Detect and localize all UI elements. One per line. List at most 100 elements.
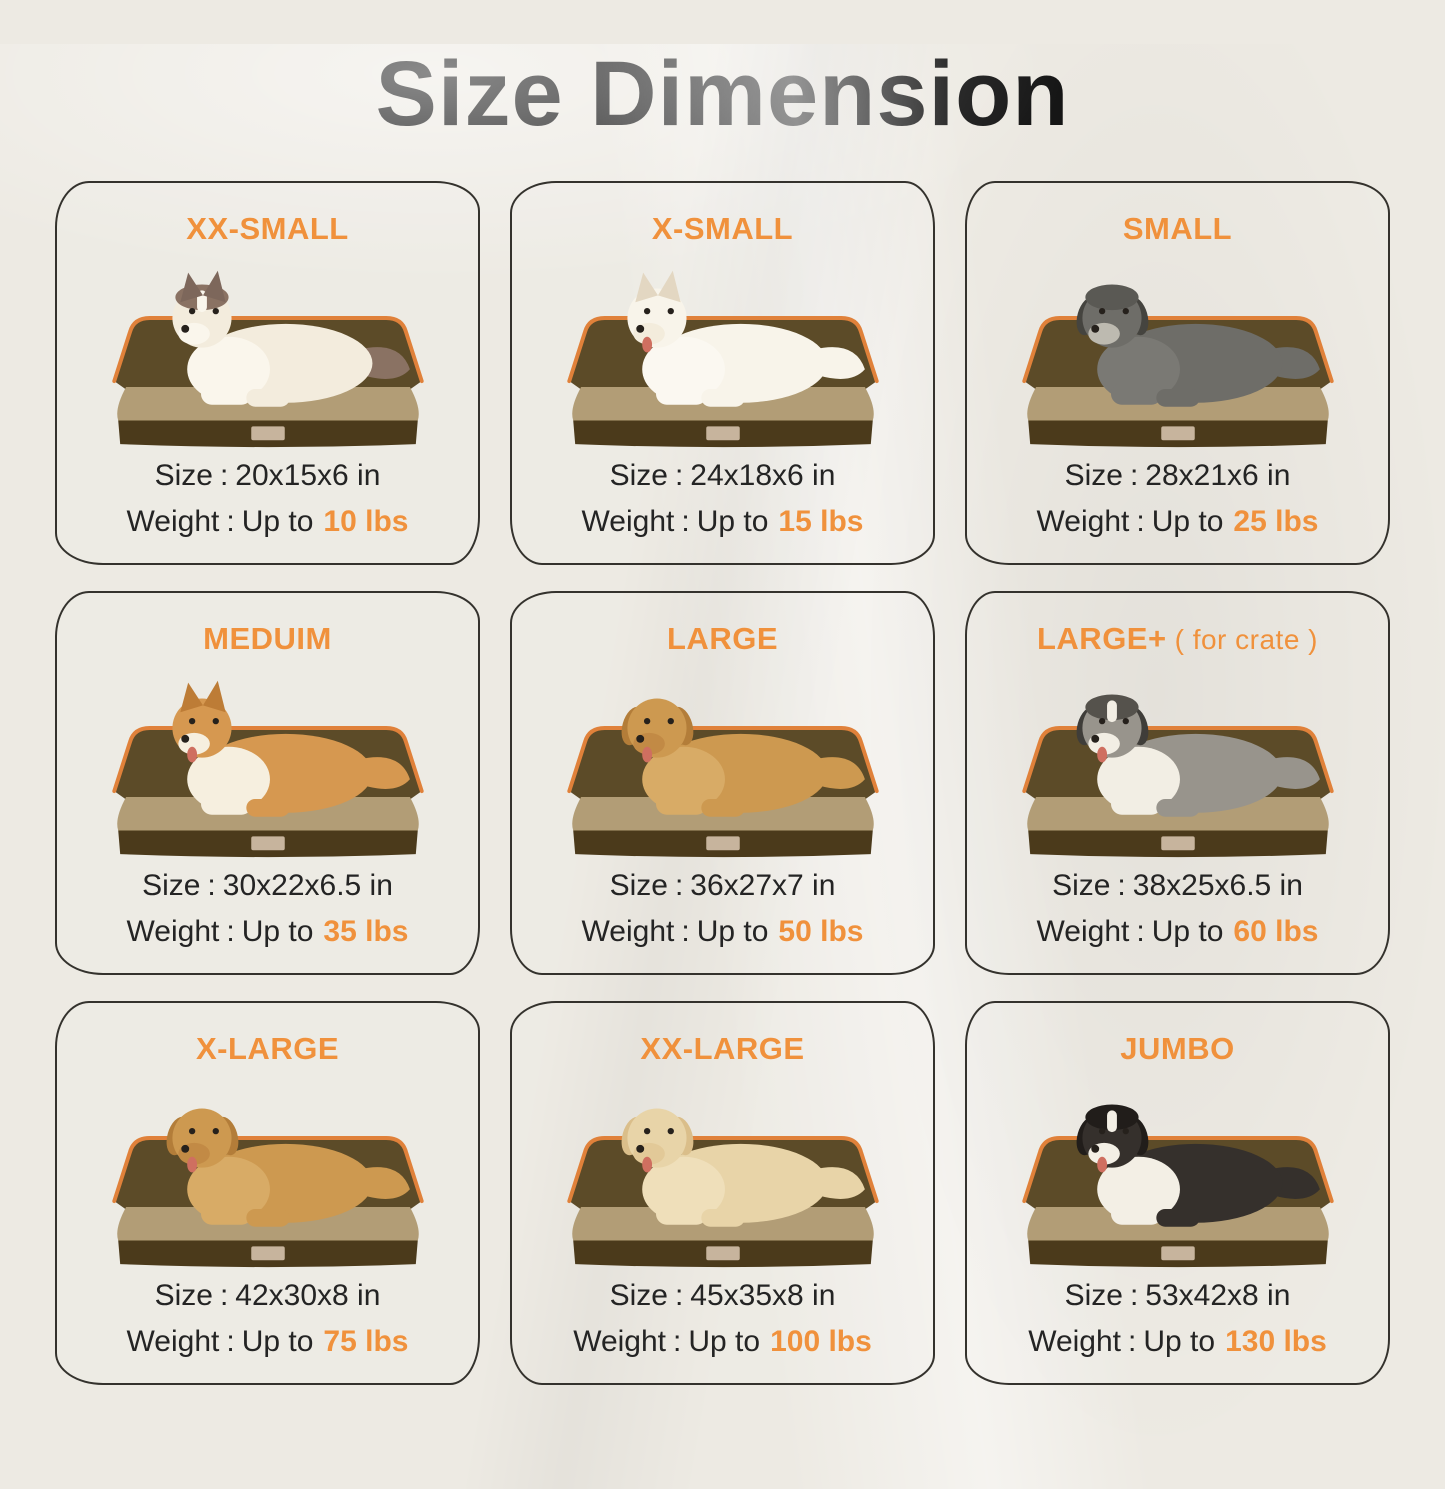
size-name-label: JUMBO <box>1120 1031 1235 1067</box>
separator: : <box>674 1279 684 1313</box>
weight-label: Weight <box>573 1325 667 1359</box>
weight-spec: Weight: Up to 75 lbs <box>127 1319 409 1365</box>
weight-spec: Weight: Up to 130 lbs <box>1028 1319 1327 1365</box>
size-name-label: SMALL <box>1122 211 1233 247</box>
size-name-note: ( for crate ) <box>1174 624 1319 656</box>
size-value: 30x22x6.5 in <box>222 869 393 903</box>
separator: : <box>1129 1279 1139 1313</box>
weight-spec: Weight: Up to 25 lbs <box>1037 499 1319 545</box>
pet-bed-photo <box>83 661 453 863</box>
size-name: XX-SMALL <box>186 211 348 247</box>
weight-value: 60 lbs <box>1233 915 1319 949</box>
size-value: 28x21x6 in <box>1145 459 1291 493</box>
separator: : <box>674 869 684 903</box>
size-name-label: LARGE+ <box>1036 621 1167 657</box>
size-name: LARGE+( for crate ) <box>1037 621 1318 657</box>
weight-value: 130 lbs <box>1225 1325 1327 1359</box>
spec-block: Size:45x35x8 in Weight: Up to 100 lbs <box>573 1273 872 1365</box>
size-spec: Size:53x42x8 in <box>1028 1273 1327 1319</box>
separator: : <box>1129 459 1139 493</box>
weight-value: 15 lbs <box>778 505 864 539</box>
size-label: Size <box>609 869 668 903</box>
weight-label: Weight <box>126 1325 220 1359</box>
spec-block: Size:38x25x6.5 in Weight: Up to 60 lbs <box>1037 863 1319 955</box>
size-card-grid: XX-SMALL Size:20x15x6 in Weight: Up to 10 … <box>0 181 1445 1386</box>
pet-bed-photo <box>538 251 908 453</box>
size-label: Size <box>142 869 201 903</box>
size-card-xx-small: XX-SMALL Size:20x15x6 in Weight: Up to 10 … <box>55 181 480 566</box>
size-card-medium: MEDUIM Size:30x22x6.5 in Weight: Up to 35 … <box>55 591 480 976</box>
size-value: 38x25x6.5 in <box>1132 869 1303 903</box>
weight-spec: Weight: Up to 10 lbs <box>127 499 409 545</box>
size-spec: Size:42x30x8 in <box>127 1273 409 1319</box>
size-card-jumbo: JUMBO Size:53x42x8 in Weight: Up to 130 lb… <box>965 1001 1390 1386</box>
separator: : <box>674 459 684 493</box>
separator: : <box>1117 869 1126 903</box>
size-spec: Size:20x15x6 in <box>127 453 409 499</box>
size-value: 42x30x8 in <box>235 1279 381 1313</box>
spec-block: Size:28x21x6 in Weight: Up to 25 lbs <box>1037 453 1319 545</box>
size-name-label: X-LARGE <box>196 1031 339 1067</box>
separator: : <box>226 505 235 539</box>
size-name: X-SMALL <box>652 211 793 247</box>
size-card-x-small: X-SMALL Size:24x18x6 in Weight: Up to 15 l… <box>510 181 935 566</box>
weight-value: 100 lbs <box>770 1325 872 1359</box>
separator: : <box>681 915 690 949</box>
weight-value: 25 lbs <box>1233 505 1319 539</box>
size-spec: Size:38x25x6.5 in <box>1037 863 1319 909</box>
weight-label: Weight <box>126 915 220 949</box>
pet-bed-photo <box>83 251 453 453</box>
spec-block: Size:42x30x8 in Weight: Up to 75 lbs <box>127 1273 409 1365</box>
separator: : <box>673 1325 682 1359</box>
up-to-label: Up to <box>241 915 314 949</box>
up-to-label: Up to <box>1151 915 1224 949</box>
weight-label: Weight <box>1036 505 1130 539</box>
weight-spec: Weight: Up to 60 lbs <box>1037 909 1319 955</box>
size-spec: Size:45x35x8 in <box>573 1273 872 1319</box>
up-to-label: Up to <box>696 915 769 949</box>
size-name: XX-LARGE <box>640 1031 804 1067</box>
up-to-label: Up to <box>688 1325 761 1359</box>
pet-bed-photo <box>83 1071 453 1273</box>
size-name: SMALL <box>1123 211 1232 247</box>
size-name: X-LARGE <box>196 1031 339 1067</box>
pet-bed-photo <box>538 1071 908 1273</box>
weight-label: Weight <box>581 505 675 539</box>
size-name-label: LARGE <box>667 621 778 657</box>
size-name-label: XX-SMALL <box>186 211 349 247</box>
size-spec: Size:30x22x6.5 in <box>127 863 409 909</box>
size-value: 20x15x6 in <box>235 459 381 493</box>
size-label: Size <box>154 459 213 493</box>
separator: : <box>681 505 690 539</box>
up-to-label: Up to <box>241 505 314 539</box>
up-to-label: Up to <box>696 505 769 539</box>
size-card-x-large: X-LARGE Size:42x30x8 in Weight: Up to 75 l… <box>55 1001 480 1386</box>
separator: : <box>1128 1325 1137 1359</box>
weight-spec: Weight: Up to 35 lbs <box>127 909 409 955</box>
size-label: Size <box>154 1279 213 1313</box>
size-label: Size <box>1052 869 1111 903</box>
separator: : <box>219 1279 229 1313</box>
pet-bed-photo <box>993 661 1363 863</box>
weight-value: 35 lbs <box>323 915 409 949</box>
size-card-large: LARGE Size:36x27x7 in Weight: Up to 50 lbs <box>510 591 935 976</box>
spec-block: Size:53x42x8 in Weight: Up to 130 lbs <box>1028 1273 1327 1365</box>
size-name: LARGE <box>667 621 778 657</box>
size-label: Size <box>1064 1279 1123 1313</box>
size-name-label: XX-LARGE <box>640 1031 805 1067</box>
separator: : <box>226 1325 235 1359</box>
separator: : <box>219 459 229 493</box>
size-value: 53x42x8 in <box>1145 1279 1291 1313</box>
size-name-label: X-SMALL <box>651 211 794 247</box>
spec-block: Size:30x22x6.5 in Weight: Up to 35 lbs <box>127 863 409 955</box>
weight-value: 10 lbs <box>323 505 409 539</box>
pet-bed-photo <box>538 661 908 863</box>
size-value: 36x27x7 in <box>690 869 836 903</box>
separator: : <box>207 869 216 903</box>
weight-value: 75 lbs <box>323 1325 409 1359</box>
pet-bed-photo <box>993 251 1363 453</box>
size-label: Size <box>609 459 668 493</box>
weight-spec: Weight: Up to 100 lbs <box>573 1319 872 1365</box>
spec-block: Size:24x18x6 in Weight: Up to 15 lbs <box>582 453 864 545</box>
size-label: Size <box>1064 459 1123 493</box>
